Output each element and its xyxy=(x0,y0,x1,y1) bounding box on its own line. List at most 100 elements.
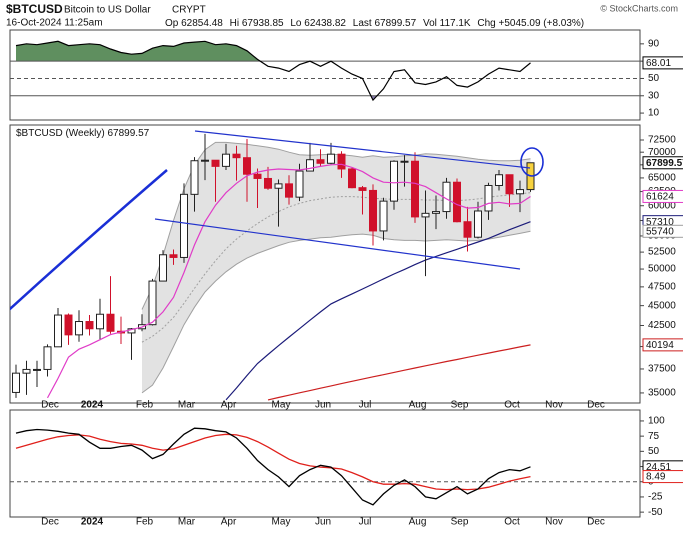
candle-body xyxy=(453,181,461,223)
x-tick-label: Dec xyxy=(41,400,59,411)
x-tick-label: 2024 xyxy=(81,517,104,528)
plot-area xyxy=(12,133,535,401)
x-tick-label: Nov xyxy=(545,400,563,411)
macd-line xyxy=(15,433,531,491)
quote-label: Last xyxy=(353,18,372,29)
quote-value: 62438.82 xyxy=(304,18,346,29)
x-tick-label: Nov xyxy=(545,517,563,528)
quote-value: 67938.85 xyxy=(242,18,284,29)
x-tick-label: Oct xyxy=(504,517,520,528)
symbol: $BTCUSD xyxy=(6,2,63,16)
quote-label: Lo xyxy=(290,18,302,29)
candle-body xyxy=(222,153,230,167)
value-box-label: 40194 xyxy=(646,340,674,351)
candle-body xyxy=(75,321,83,336)
y-tick-label: 90 xyxy=(648,38,660,49)
candle-body xyxy=(379,200,388,232)
y-tick-label: 37500 xyxy=(648,364,676,375)
candle-body xyxy=(12,372,20,393)
candle-body xyxy=(474,210,482,238)
candle-body xyxy=(54,314,62,348)
candle-body xyxy=(505,174,514,195)
candle-body xyxy=(337,153,346,170)
value-box-label: 55740 xyxy=(646,226,674,237)
x-tick-label: May xyxy=(272,517,291,528)
highlight-circle xyxy=(520,147,544,177)
bollinger-lower xyxy=(141,230,531,394)
macd-panel xyxy=(9,409,641,518)
candle-body xyxy=(316,159,325,164)
candle-body xyxy=(22,368,31,374)
quote-label: Chg xyxy=(477,18,495,29)
rsi-panel xyxy=(9,29,641,121)
candle-body xyxy=(106,313,115,332)
value-box xyxy=(642,56,683,70)
value-box-label: 24.51 xyxy=(646,462,671,473)
annotations xyxy=(10,130,544,311)
bollinger-upper xyxy=(141,141,531,310)
candle-body xyxy=(264,177,272,189)
y-tick-label: 60000 xyxy=(648,200,676,211)
price-label-text: $BTCUSD (Weekly) xyxy=(16,128,105,139)
y-tick-label: 70000 xyxy=(648,147,676,158)
candle-body xyxy=(211,159,220,167)
candle-body xyxy=(432,211,440,214)
moving-average xyxy=(225,221,531,401)
candle-body xyxy=(169,254,178,258)
x-tick-label: Oct xyxy=(504,400,520,411)
value-box xyxy=(642,189,683,203)
symbol-name: Bitcoin to US Dollar xyxy=(64,5,151,16)
x-tick-label: Mar xyxy=(178,517,196,528)
candle-body xyxy=(295,170,304,198)
y-tick-label: 47500 xyxy=(648,282,676,293)
macd-line xyxy=(15,427,531,506)
quote-label: Hi xyxy=(230,18,239,29)
x-tick-label: May xyxy=(272,400,291,411)
x-tick-label: Feb xyxy=(136,517,154,528)
bollinger-middle xyxy=(141,192,531,343)
y-tick-label: 10 xyxy=(648,108,660,119)
candle-body xyxy=(463,221,472,238)
plot-area xyxy=(10,427,640,506)
value-box-label: 67899.57 xyxy=(646,158,683,169)
y-tick-label: 72500 xyxy=(648,135,676,146)
candle-body xyxy=(33,368,41,371)
quote: Op 62854.48 Hi 67938.85 Lo 62438.82 Last… xyxy=(165,18,584,29)
candle-body xyxy=(201,159,209,162)
y-tick-label: 35000 xyxy=(648,388,676,399)
candle-body xyxy=(64,314,73,336)
x-tick-label: Aug xyxy=(409,517,427,528)
candle-body xyxy=(411,160,419,218)
value-box xyxy=(642,224,683,238)
y-tick-label: 50000 xyxy=(648,264,676,275)
price-label-value: 67899.57 xyxy=(108,128,150,139)
value-box-label: 57310 xyxy=(646,217,674,228)
y-tick-label: 30 xyxy=(648,90,660,101)
y-tick-label: -50 xyxy=(648,507,663,518)
y-tick-label: -25 xyxy=(648,492,663,503)
value-box-label: 8.49 xyxy=(646,472,666,483)
x-tick-label: Dec xyxy=(587,400,605,411)
x-tick-label: 2024 xyxy=(81,400,104,411)
y-tick-label: 75 xyxy=(648,431,660,442)
x-tick-label: Jul xyxy=(359,517,372,528)
candle-body xyxy=(253,173,262,179)
moving-average xyxy=(267,344,531,401)
y-tick-label: 100 xyxy=(648,416,665,427)
candle-body xyxy=(484,184,493,212)
quote-value: 62854.48 xyxy=(181,18,223,29)
copyright: © StockCharts.com xyxy=(600,3,678,13)
candle-body xyxy=(243,157,251,175)
x-tick-label: Sep xyxy=(451,517,469,528)
quote-value: 117.1K xyxy=(440,18,471,29)
y-tick-label: 45000 xyxy=(648,300,676,311)
x-tick-label: Dec xyxy=(587,517,605,528)
y-tick-label: 50 xyxy=(648,446,660,457)
quote-value: +5045.09 (+8.03%) xyxy=(499,18,585,29)
candle-body xyxy=(190,160,199,195)
candle-body xyxy=(400,160,409,163)
value-box xyxy=(642,156,683,170)
value-box xyxy=(642,338,683,352)
candle-body xyxy=(274,183,283,189)
trend-curve xyxy=(10,169,168,311)
